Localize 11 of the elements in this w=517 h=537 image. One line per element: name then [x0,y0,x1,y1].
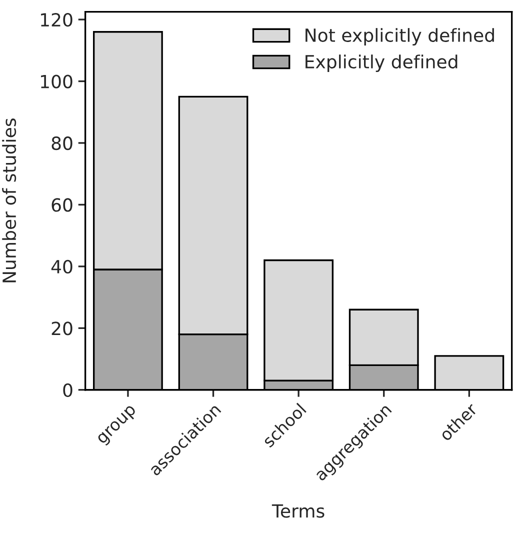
y-tick-label: 0 [63,383,72,397]
legend-label: Not explicitly defined [306,28,494,46]
y-tick-label: 60 [52,198,72,212]
x-axis-title: Terms [272,504,324,518]
y-tick-label: 120 [41,12,72,27]
y-tick-label: 20 [52,322,72,336]
legend-label: Explicitly defined [306,54,458,72]
y-tick-label: 80 [52,136,72,150]
y-tick-label: 100 [41,74,72,88]
y-axis-title: Number of studies [2,118,16,282]
y-tick-label: 40 [51,260,72,274]
